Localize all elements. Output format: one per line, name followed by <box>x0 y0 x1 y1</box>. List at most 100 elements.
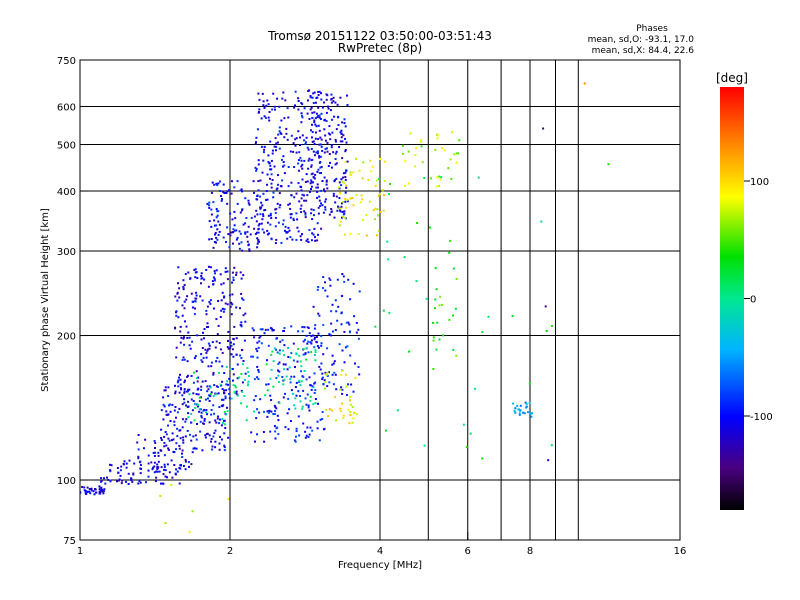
data-point <box>117 471 120 474</box>
data-point <box>355 157 357 160</box>
data-point <box>181 359 184 361</box>
data-point <box>235 337 238 340</box>
data-point <box>241 190 244 193</box>
data-point <box>341 402 344 405</box>
colorbar-tick-label: 0 <box>750 295 756 306</box>
data-point <box>341 121 344 124</box>
data-point <box>307 148 310 151</box>
data-point <box>341 294 344 297</box>
data-point <box>355 193 358 196</box>
data-point <box>283 378 286 381</box>
data-point <box>340 184 343 187</box>
data-point <box>321 180 324 182</box>
data-point <box>278 361 281 364</box>
data-point <box>295 394 298 397</box>
data-point <box>313 392 316 394</box>
data-point <box>294 144 297 147</box>
data-point <box>263 145 266 148</box>
data-point <box>195 438 198 441</box>
data-point <box>449 239 452 242</box>
data-point <box>294 407 297 410</box>
data-point <box>233 224 236 227</box>
data-point <box>325 120 328 123</box>
data-point <box>175 416 177 419</box>
data-point <box>322 287 324 289</box>
x-tick-label: 8 <box>527 546 533 557</box>
data-point <box>233 325 236 328</box>
data-point <box>335 195 338 198</box>
data-point <box>185 404 187 407</box>
data-point <box>339 209 341 212</box>
data-point <box>261 228 264 231</box>
data-point <box>452 267 455 270</box>
data-point <box>257 180 260 183</box>
data-point <box>347 278 350 281</box>
data-point <box>289 378 292 381</box>
data-point <box>195 403 198 406</box>
data-point <box>196 380 199 383</box>
data-point <box>224 427 227 429</box>
data-point <box>330 98 333 100</box>
data-point <box>145 481 147 484</box>
data-point <box>341 216 343 219</box>
data-point <box>379 157 382 160</box>
data-point <box>192 306 194 309</box>
data-point <box>313 227 316 230</box>
data-point <box>168 471 171 474</box>
data-point <box>276 202 279 205</box>
data-point <box>477 176 480 179</box>
data-point <box>208 238 211 241</box>
data-point <box>270 410 273 413</box>
data-point <box>282 349 285 352</box>
data-point <box>342 134 345 137</box>
data-point <box>208 220 211 223</box>
data-point <box>338 146 341 148</box>
data-point <box>267 116 270 119</box>
data-point <box>226 202 229 205</box>
data-point <box>173 424 176 427</box>
data-point <box>179 325 182 328</box>
data-point <box>229 368 232 371</box>
data-point <box>267 154 270 157</box>
data-point <box>209 393 212 396</box>
data-point <box>210 361 213 364</box>
data-point <box>324 208 327 211</box>
data-point <box>323 119 326 122</box>
data-point <box>203 328 206 330</box>
data-point <box>220 299 223 302</box>
data-point <box>310 388 313 391</box>
data-point <box>137 434 140 436</box>
data-point <box>194 355 197 358</box>
data-point <box>257 240 260 243</box>
data-point <box>430 177 432 180</box>
data-point <box>93 493 96 496</box>
data-point <box>271 350 274 353</box>
data-point <box>358 169 361 172</box>
data-point <box>233 210 236 213</box>
data-point <box>335 162 338 165</box>
data-point <box>179 429 182 432</box>
data-point <box>361 219 364 222</box>
data-point <box>481 331 484 334</box>
data-point <box>523 412 526 415</box>
data-point <box>264 116 267 119</box>
data-point <box>271 329 274 332</box>
data-point <box>294 104 296 107</box>
data-point <box>310 106 313 109</box>
data-point <box>241 381 244 384</box>
data-point <box>221 291 224 294</box>
data-point <box>191 340 194 343</box>
data-point <box>283 136 286 139</box>
data-point <box>215 421 218 424</box>
data-point <box>168 439 171 442</box>
data-point <box>301 330 304 333</box>
data-point <box>253 191 255 194</box>
data-point <box>308 376 311 379</box>
data-point <box>165 444 168 447</box>
data-point <box>300 112 303 115</box>
data-point <box>246 405 248 408</box>
data-point <box>518 412 521 415</box>
data-point <box>280 132 283 135</box>
data-point <box>312 92 315 95</box>
data-point <box>100 486 103 489</box>
